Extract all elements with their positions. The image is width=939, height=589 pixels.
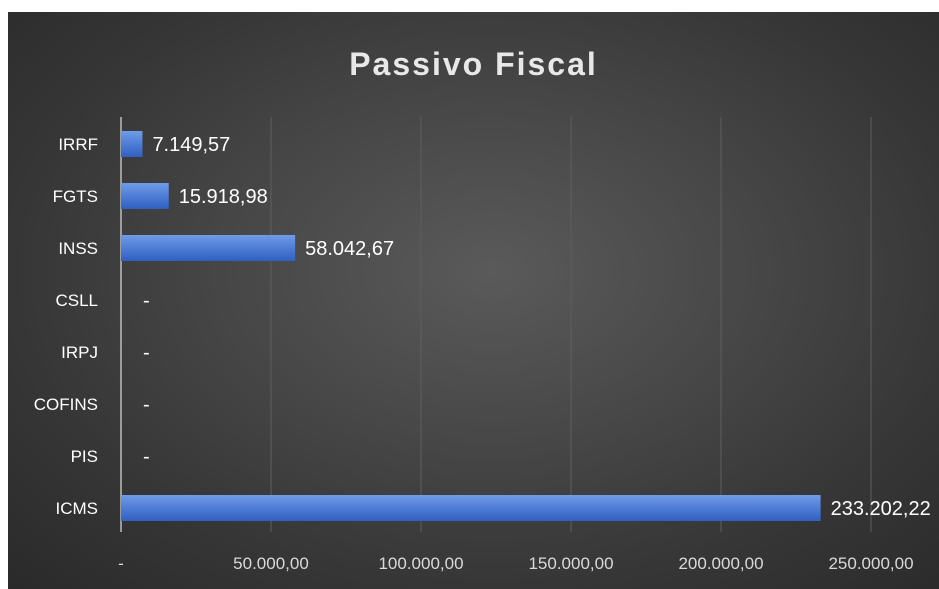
category-label: INSS bbox=[58, 239, 98, 258]
bar bbox=[121, 235, 296, 261]
bar-chart: - 50.000,00 100.000,00 150.000,00 200.000,00… bbox=[34, 117, 931, 573]
category-label: COFINS bbox=[34, 395, 98, 414]
data-label: - bbox=[143, 290, 150, 312]
data-label: 58.042,67 bbox=[305, 238, 394, 260]
data-label: - bbox=[143, 446, 150, 468]
data-label: 7.149,57 bbox=[152, 134, 230, 156]
x-tick-label: 200.000,00 bbox=[678, 554, 763, 573]
chart-title: Passivo Fiscal bbox=[349, 46, 598, 82]
category-label: PIS bbox=[71, 447, 98, 466]
category-label: IRRF bbox=[58, 135, 98, 154]
x-tick-label: 150.000,00 bbox=[528, 554, 613, 573]
data-label: 15.918,98 bbox=[179, 186, 268, 208]
category-label: IRPJ bbox=[61, 343, 98, 362]
x-tick-label: 250.000,00 bbox=[828, 554, 913, 573]
x-tick-label: - bbox=[118, 554, 124, 573]
chart-area: Passivo Fiscal - 50.000,00 100.000,00 150.0… bbox=[8, 12, 939, 589]
category-label: CSLL bbox=[55, 291, 98, 310]
x-tick-label: 100.000,00 bbox=[378, 554, 463, 573]
bar bbox=[121, 495, 821, 521]
category-label: ICMS bbox=[56, 499, 99, 518]
data-label: - bbox=[143, 394, 150, 416]
bar bbox=[121, 131, 143, 157]
category-label: FGTS bbox=[53, 187, 98, 206]
x-tick-label: 50.000,00 bbox=[233, 554, 309, 573]
bar bbox=[121, 183, 169, 209]
data-label: - bbox=[143, 342, 150, 364]
data-label: 233.202,22 bbox=[831, 498, 931, 520]
